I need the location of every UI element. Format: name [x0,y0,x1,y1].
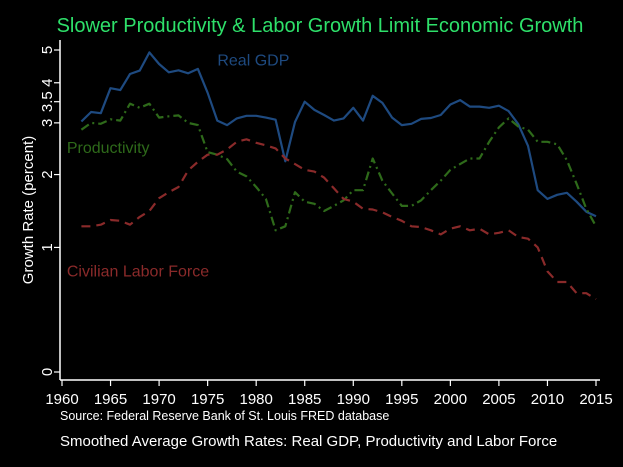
x-tick-label: 1995 [385,391,418,408]
x-tick-label: 1965 [94,391,127,408]
x-tick-label: 1990 [337,391,370,408]
x-tick-label: 2005 [482,391,515,408]
series-label: Real GDP [217,53,289,70]
y-tick-label: 3.5 [39,91,56,112]
x-tick-label: 1980 [239,391,272,408]
x-tick-label: 2000 [434,391,467,408]
y-axis-label: Growth Rate (percent) [20,136,37,284]
y-ticks: 0 1 2 3 3.5 4 5 [39,46,60,376]
series-group [80,51,597,301]
series-label: Productivity [67,140,150,157]
chart-title: Slower Productivity & Labor Growth Limit… [57,15,584,37]
x-tick-label: 1970 [142,391,175,408]
x-tick-label: 1985 [288,391,321,408]
y-tick-label: 2 [39,170,56,178]
source-note: Source: Federal Reserve Bank of St. Loui… [60,409,389,423]
x-tick-label: 1960 [45,391,78,408]
series-label: Civilian Labor Force [67,264,209,281]
y-tick-label: 1 [39,243,56,251]
x-tick-label: 2015 [579,391,612,408]
y-tick-label: 0 [39,368,56,376]
series-line-civilian-labor-force [81,138,597,301]
x-ticks: 1960 1965 1970 1975 1980 1985 1990 1995 2000 2005… [45,380,613,408]
y-tick-label: 4 [39,79,56,87]
x-tick-label: 1975 [191,391,224,408]
x-tick-label: 2010 [531,391,564,408]
y-tick-label: 5 [39,46,56,54]
y-tick-label: 3 [39,119,56,127]
caption: Smoothed Average Growth Rates: Real GDP,… [60,433,557,450]
series-line-real-gdp [80,51,597,218]
series-labels: Real GDP Productivity Civilian Labor Force [67,53,290,281]
